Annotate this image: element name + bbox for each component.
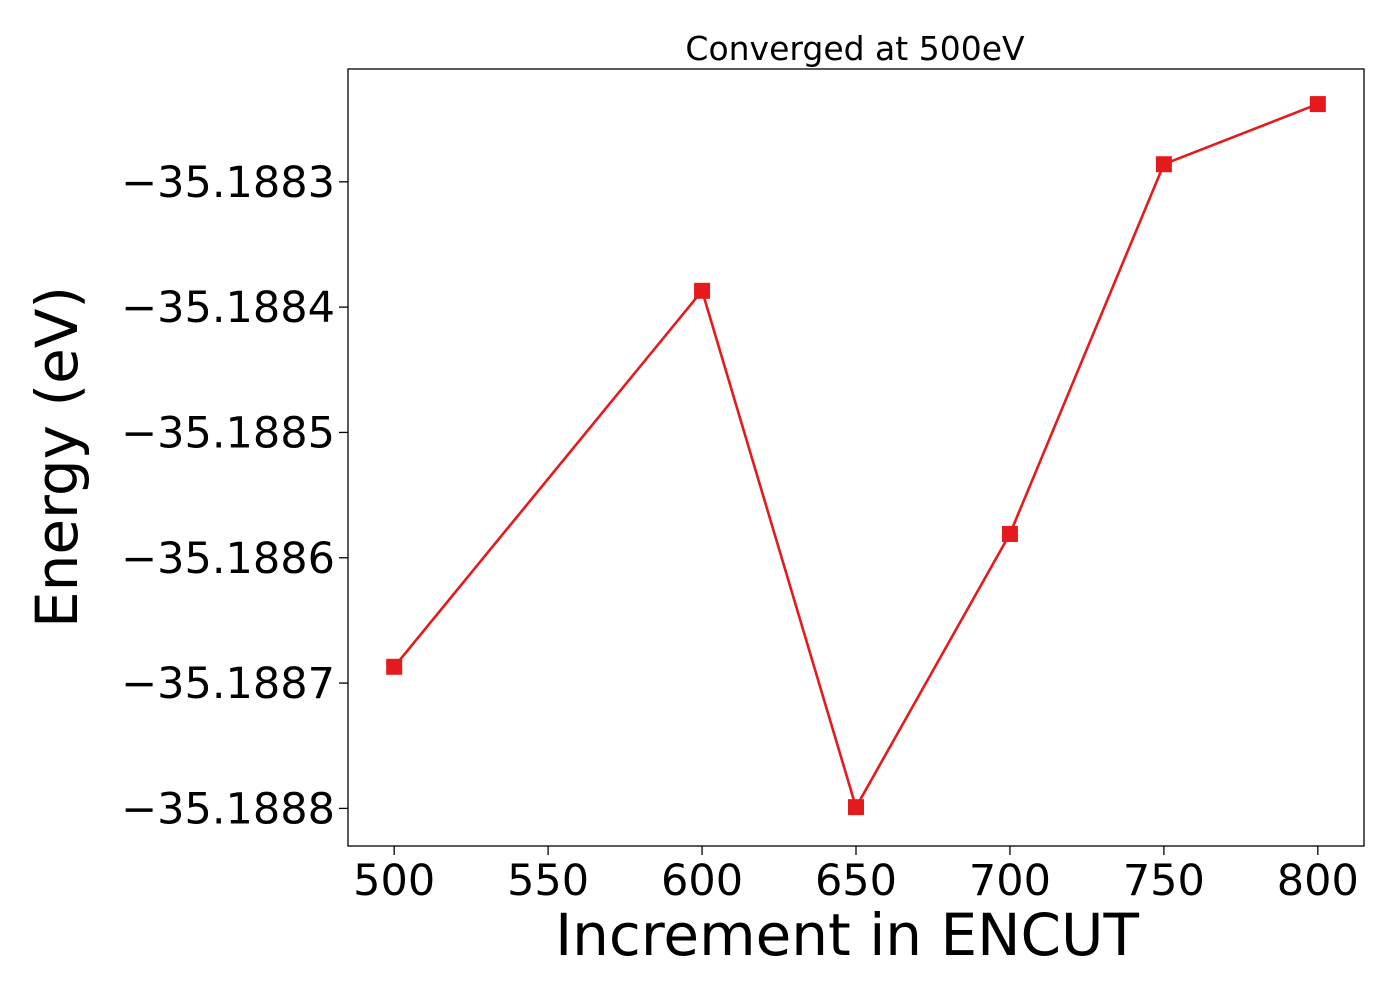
x-tick-label: 750 (1123, 856, 1205, 906)
y-tick-label: −35.1885 (121, 408, 335, 458)
y-axis-ticks: −35.1888 −35.1887 −35.1886 −35.1885 −35.1884… (121, 158, 348, 834)
x-tick-label: 550 (507, 856, 589, 906)
data-point-marker (386, 658, 403, 675)
chart-title: Converged at 500eV (685, 29, 1025, 68)
x-axis-ticks: 500 550 600 650 700 750 800 (353, 846, 1359, 906)
x-tick-label: 650 (815, 856, 897, 906)
x-axis-title: Increment in ENCUT (555, 901, 1139, 969)
data-point-marker (1001, 525, 1018, 542)
x-tick-label: 500 (353, 856, 435, 906)
x-tick-label: 700 (969, 856, 1051, 906)
data-point-marker (1155, 156, 1172, 173)
data-point-marker (694, 282, 711, 299)
plot-frame (347, 68, 1365, 847)
y-tick-label: −35.1887 (121, 659, 335, 709)
data-point-marker (1309, 96, 1326, 113)
data-point-marker (848, 799, 864, 816)
series-layer (386, 96, 1326, 816)
y-axis-title: Energy (eV) (23, 286, 91, 628)
series-line (393, 102, 1319, 809)
y-tick-label: −35.1883 (121, 158, 335, 208)
y-tick-label: −35.1888 (121, 784, 335, 834)
y-tick-label: −35.1886 (121, 534, 335, 584)
y-tick-label: −35.1884 (121, 283, 335, 333)
x-tick-label: 800 (1277, 856, 1359, 906)
x-tick-label: 600 (661, 856, 743, 906)
